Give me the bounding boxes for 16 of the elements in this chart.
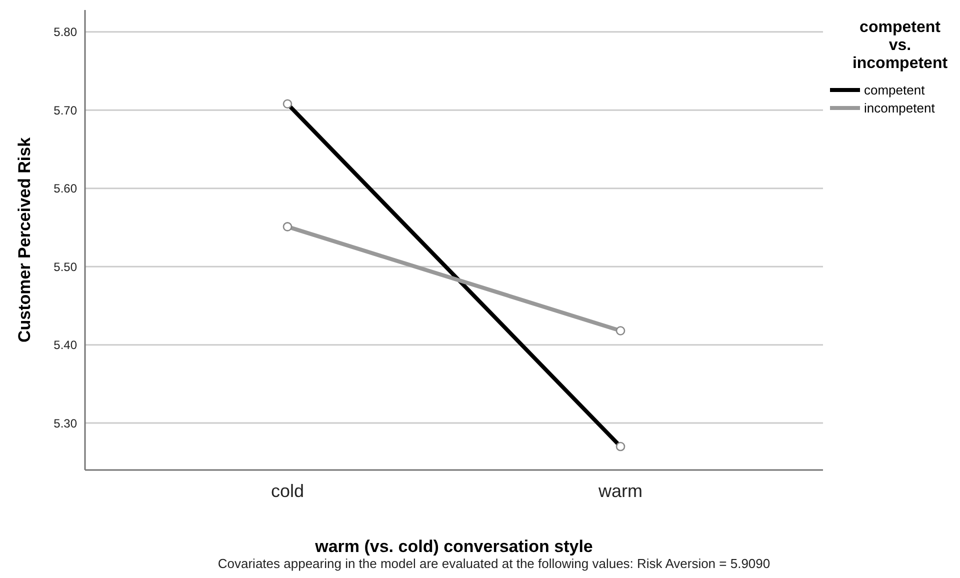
point — [616, 326, 626, 336]
x-tick-label: warm — [598, 481, 643, 501]
legend-label: competent — [864, 82, 926, 98]
x-tick-label: cold — [270, 481, 304, 501]
point — [282, 222, 292, 232]
y-tick-label: 5.80 — [54, 25, 78, 40]
y-tick-label: 5.40 — [54, 338, 78, 352]
legend-title: competent vs. incompetent — [852, 19, 948, 72]
y-axis-title: Customer Perceived Risk — [15, 136, 34, 343]
y-tick-label: 5.50 — [54, 260, 78, 274]
text: Covariates appearing in the model are evaluated at the following values: Risk Aversion = 5.9090 — [218, 556, 770, 571]
y-tick-label: 5.70 — [54, 103, 78, 118]
y-tick-label: 5.60 — [54, 182, 78, 196]
y-tick-label: 5.30 — [54, 416, 78, 430]
x-axis-title: warm (vs. cold) conversation style — [314, 537, 593, 556]
legend-label: incompetent — [864, 100, 936, 116]
